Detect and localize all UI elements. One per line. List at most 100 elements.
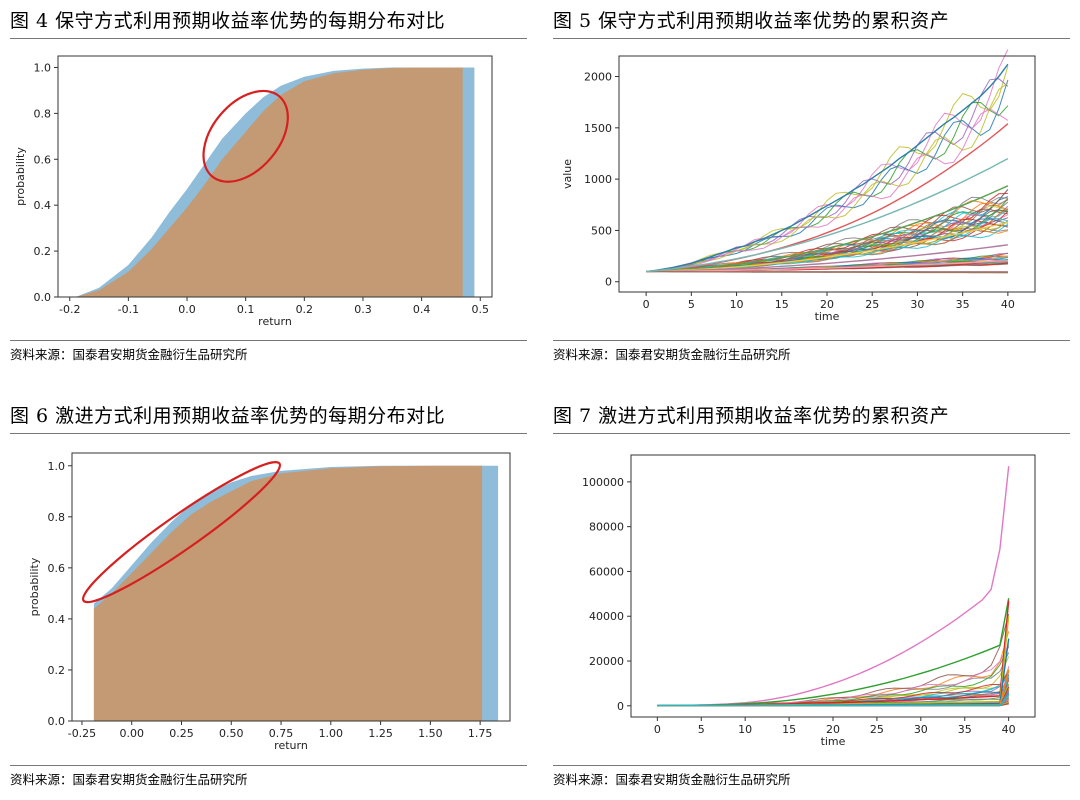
x-axis-label: return bbox=[258, 315, 292, 328]
y-tick-label: 1.0 bbox=[34, 61, 52, 74]
series-line-3 bbox=[646, 185, 1009, 273]
figure-6-bottom-rule bbox=[10, 765, 527, 766]
x-tick-label: 30 bbox=[910, 298, 924, 311]
figure-4-panel: 图 4 保守方式利用预期收益率优势的每期分布对比 -0.2 -0.1 0.0 0.1 0… bbox=[10, 8, 527, 368]
x-tick-label: -0.25 bbox=[68, 727, 96, 740]
series-texture bbox=[657, 613, 1010, 707]
figure-5-bottom-rule bbox=[553, 340, 1070, 341]
x-axis-label: time bbox=[815, 310, 840, 323]
x-tick-label: 0.1 bbox=[237, 303, 255, 316]
x-tick-label: 20 bbox=[820, 298, 834, 311]
y-tick-label: 1500 bbox=[584, 122, 612, 135]
y-tick-label: 40000 bbox=[589, 610, 624, 623]
series-line-5 bbox=[646, 244, 1008, 273]
figure-7-source: 资料来源：国泰君安期货金融衍生品研究所 bbox=[553, 772, 791, 787]
figure-5-panel: 图 5 保守方式利用预期收益率优势的累积资产 0 5 10 15 20 25 30 35 40 0… bbox=[553, 8, 1070, 368]
x-tick-label: 0.5 bbox=[472, 303, 490, 316]
figure-7-title: 图 7 激进方式利用预期收益率优势的累积资产 bbox=[553, 405, 950, 427]
x-tick-label: 25 bbox=[870, 723, 884, 736]
x-tick-label: 0.0 bbox=[178, 303, 196, 316]
y-axis-label: probability bbox=[14, 147, 27, 206]
x-tick-label: 1.25 bbox=[368, 727, 393, 740]
y-tick-label: 0.0 bbox=[48, 715, 66, 728]
y-tick-label: 0.2 bbox=[48, 664, 66, 677]
figure-6-source: 资料来源：国泰君安期货金融衍生品研究所 bbox=[10, 772, 248, 787]
figure-4-top-rule bbox=[10, 38, 527, 39]
x-tick-label: 35 bbox=[956, 298, 970, 311]
x-tick-label: 0 bbox=[654, 723, 661, 736]
y-tick-label: 0.8 bbox=[34, 107, 52, 120]
y-tick-label: 500 bbox=[591, 224, 612, 237]
x-tick-label: 10 bbox=[738, 723, 752, 736]
y-tick-label: 0.2 bbox=[34, 245, 52, 258]
axes-frame bbox=[57, 55, 493, 298]
x-tick-label: 15 bbox=[782, 723, 796, 736]
y-tick-label: 100000 bbox=[582, 476, 624, 489]
x-tick-label: 25 bbox=[865, 298, 879, 311]
highlight-ellipse bbox=[81, 461, 282, 604]
series-texture-line bbox=[646, 108, 1009, 272]
figure-7-top-rule bbox=[553, 433, 1070, 434]
series-line-1 bbox=[646, 63, 1009, 273]
series-texture-line bbox=[646, 79, 1009, 272]
x-tick-label: 30 bbox=[914, 723, 928, 736]
series-line-7 bbox=[646, 270, 1008, 274]
axes-frame bbox=[630, 454, 1036, 718]
series-line-2 bbox=[646, 123, 1009, 273]
x-tick-label: 40 bbox=[1001, 298, 1015, 311]
x-tick-label: 20 bbox=[826, 723, 840, 736]
x-axis-label: return bbox=[274, 739, 308, 752]
y-tick-label: 0 bbox=[605, 276, 612, 289]
figure-7-panel: 图 7 激进方式利用预期收益率优势的累积资产 0 5 10 15 20 25 30 35 40 0… bbox=[553, 403, 1070, 795]
axes-frame bbox=[71, 452, 511, 722]
x-tick-label: 15 bbox=[775, 298, 789, 311]
figure-7-chart: 0 5 10 15 20 25 30 35 40 0 20000 40000 60000 80000 100… bbox=[582, 454, 1036, 748]
figure-5-top-rule bbox=[553, 38, 1070, 39]
y-tick-label: 80000 bbox=[589, 521, 624, 534]
x-tick-label: 5 bbox=[688, 298, 695, 311]
figure-4-bottom-rule bbox=[10, 340, 527, 341]
series-line-7 bbox=[657, 694, 1010, 707]
figure-6-panel: 图 6 激进方式利用预期收益率优势的每期分布对比 -0.25 0.00 0.25 0.… bbox=[10, 403, 527, 795]
figure-4-chart: -0.2 -0.1 0.0 0.1 0.2 0.3 0.4 0.5 0.0 0.2 0.4 0.6 0.… bbox=[14, 55, 493, 328]
y-tick-label: 2000 bbox=[584, 71, 612, 84]
series-texture-line bbox=[646, 78, 1009, 272]
cdf-area-orange bbox=[93, 465, 483, 721]
x-tick-label: -0.1 bbox=[118, 303, 139, 316]
series-line-1 bbox=[657, 466, 1010, 707]
y-axis-label: value bbox=[561, 159, 574, 189]
x-tick-label: 0 bbox=[643, 298, 650, 311]
x-tick-label: 1.75 bbox=[468, 727, 493, 740]
x-tick-label: 10 bbox=[730, 298, 744, 311]
series-texture-line bbox=[646, 66, 1009, 272]
x-tick-label: -0.2 bbox=[59, 303, 80, 316]
figure-4-source: 资料来源：国泰君安期货金融衍生品研究所 bbox=[10, 347, 248, 362]
figure-5-title: 图 5 保守方式利用预期收益率优势的累积资产 bbox=[553, 10, 950, 32]
y-tick-label: 0.6 bbox=[34, 153, 52, 166]
figure-6-top-rule bbox=[10, 433, 527, 434]
x-tick-label: 0.50 bbox=[219, 727, 244, 740]
figure-6-title: 图 6 激进方式利用预期收益率优势的每期分布对比 bbox=[10, 405, 446, 427]
series-line-4 bbox=[657, 616, 1010, 707]
y-tick-label: 0.4 bbox=[48, 613, 66, 626]
x-tick-label: 0.4 bbox=[413, 303, 431, 316]
y-tick-label: 0.6 bbox=[48, 562, 66, 575]
y-tick-label: 20000 bbox=[589, 655, 624, 668]
y-tick-label: 0.4 bbox=[34, 199, 52, 212]
y-tick-label: 60000 bbox=[589, 565, 624, 578]
figure-6-chart: -0.25 0.00 0.25 0.50 0.75 1.00 1.25 1.50 1.75 0.0… bbox=[28, 452, 511, 752]
figure-4-title: 图 4 保守方式利用预期收益率优势的每期分布对比 bbox=[10, 10, 446, 32]
y-tick-label: 0.8 bbox=[48, 511, 66, 524]
y-tick-label: 0 bbox=[617, 700, 624, 713]
x-tick-label: 40 bbox=[1002, 723, 1016, 736]
x-tick-label: 0.00 bbox=[119, 727, 144, 740]
series-texture bbox=[646, 49, 1009, 274]
cdf-area-orange bbox=[75, 67, 463, 297]
series-line-5 bbox=[657, 638, 1010, 707]
y-tick-label: 0.0 bbox=[34, 291, 52, 304]
series-texture-line bbox=[646, 82, 1009, 272]
series-line-3 bbox=[657, 600, 1010, 707]
series-line-6 bbox=[646, 260, 1008, 273]
series-texture-line bbox=[657, 613, 1010, 707]
x-axis-label: time bbox=[821, 735, 846, 748]
